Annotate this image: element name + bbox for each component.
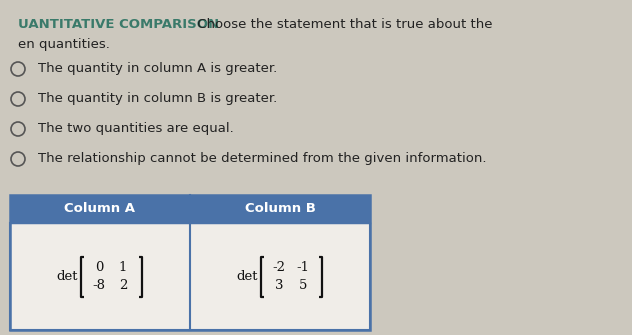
Text: en quantities.: en quantities. bbox=[18, 38, 110, 51]
Text: 2: 2 bbox=[119, 279, 127, 292]
Bar bbox=[10, 195, 370, 330]
Text: 0: 0 bbox=[95, 261, 103, 274]
Text: -1: -1 bbox=[296, 261, 310, 274]
Text: -2: -2 bbox=[272, 261, 286, 274]
Text: The relationship cannot be determined from the given information.: The relationship cannot be determined fr… bbox=[38, 152, 487, 165]
Text: The two quantities are equal.: The two quantities are equal. bbox=[38, 122, 234, 135]
Text: The quantity in column A is greater.: The quantity in column A is greater. bbox=[38, 62, 277, 75]
Bar bbox=[10, 223, 370, 330]
Text: 5: 5 bbox=[299, 279, 307, 292]
Text: Choose the statement that is true about the: Choose the statement that is true about … bbox=[193, 18, 492, 31]
Text: Column A: Column A bbox=[64, 202, 135, 215]
Text: det: det bbox=[57, 270, 78, 283]
Text: -8: -8 bbox=[92, 279, 106, 292]
Text: 1: 1 bbox=[119, 261, 127, 274]
Text: det: det bbox=[237, 270, 258, 283]
Bar bbox=[10, 195, 370, 223]
Text: 3: 3 bbox=[275, 279, 283, 292]
Text: Column B: Column B bbox=[245, 202, 315, 215]
Text: The quantity in column B is greater.: The quantity in column B is greater. bbox=[38, 92, 277, 105]
Text: UANTITATIVE COMPARISON Choose the statement that is true about the: UANTITATIVE COMPARISON Choose the statem… bbox=[18, 18, 495, 31]
Text: UANTITATIVE COMPARISON: UANTITATIVE COMPARISON bbox=[18, 18, 219, 31]
